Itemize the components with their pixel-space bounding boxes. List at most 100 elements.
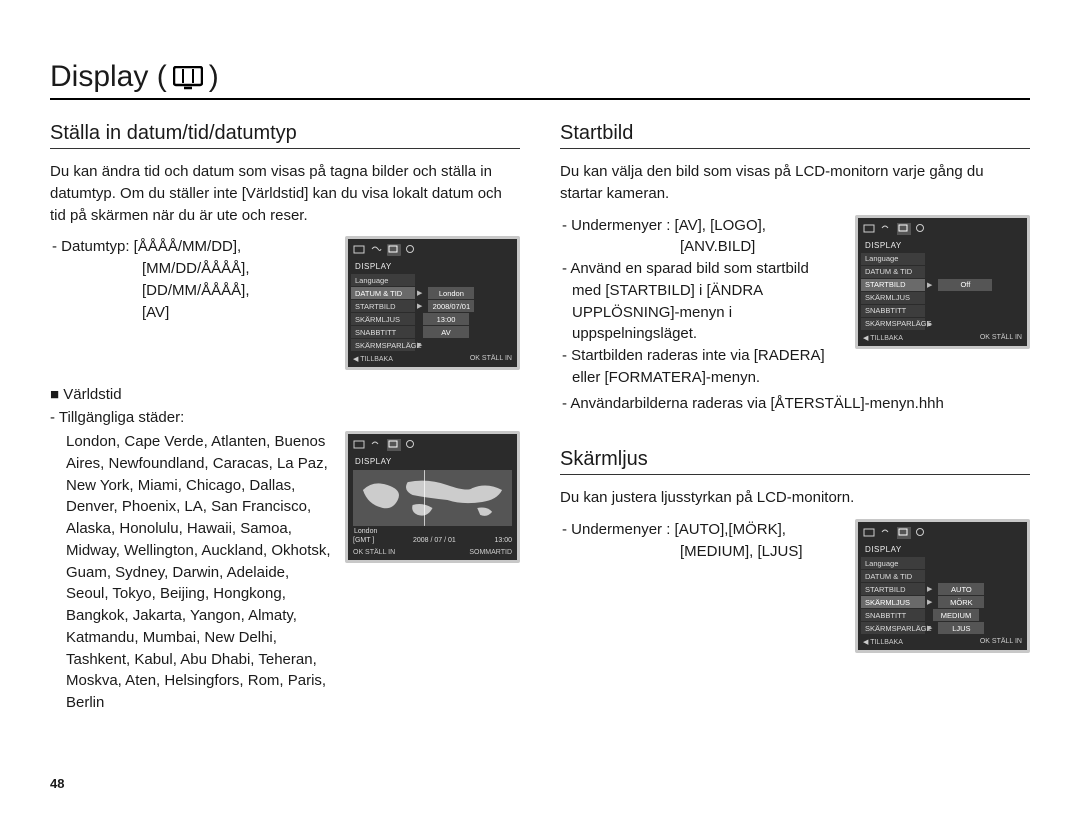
menu-row: DATUM & TID xyxy=(861,266,1024,278)
menu-label: SKÄRMSPARLÄGE xyxy=(351,339,415,351)
menu-label: STARTBILD xyxy=(861,279,925,291)
sk-line: [MEDIUM], [LJUS] xyxy=(560,541,841,563)
datetype-line2: [MM/DD/ÅÅÅÅ], xyxy=(50,258,331,280)
menu-row: SKÄRMSPARLÄGE▶ xyxy=(351,339,514,351)
tab-icon xyxy=(353,244,367,256)
gmt-time: 13:00 xyxy=(494,537,512,544)
skarmljus-desc: Du kan justera ljusstyrkan på LCD-monito… xyxy=(560,487,1030,509)
arrow-icon: ▶ xyxy=(925,598,934,606)
menu-row: Language xyxy=(861,557,1024,569)
lcd-thumbnail-datetime: DISPLAY Language DATUM & TID▶London STAR… xyxy=(345,236,520,370)
gmt-row: [GMT ] 2008 / 07 / 01 13:00 xyxy=(351,535,514,546)
back-label: ◀ TILLBAKA xyxy=(863,638,903,646)
menu-label: SKÄRMLJUS xyxy=(861,292,925,304)
thumb-tabbar xyxy=(861,525,1024,543)
menu-label: SKÄRMLJUS xyxy=(861,596,925,608)
cities-row: London, Cape Verde, Atlanten, Buenos Air… xyxy=(50,431,520,714)
world-time-sub: - Tillgängliga städer: xyxy=(50,407,520,429)
menu-row: SNABBTITT MEDIUM xyxy=(861,609,1024,621)
tab-icon xyxy=(370,439,384,451)
arrow-icon: ▶ xyxy=(415,289,424,297)
menu-value: 2008/07/01 xyxy=(428,300,474,312)
arrow-icon: ▶ xyxy=(925,585,934,593)
thumb-menu-head: DISPLAY xyxy=(351,455,514,468)
tab-icon xyxy=(914,223,928,235)
thumb-menu-head: DISPLAY xyxy=(351,260,514,273)
section-heading-datetime: Ställa in datum/tid/datumtyp xyxy=(50,122,520,149)
menu-value: Off xyxy=(938,279,992,291)
menu-value: London xyxy=(428,287,474,299)
datetype-line3: [DD/MM/ÅÅÅÅ], xyxy=(50,280,331,302)
summer-label: SOMMARTID xyxy=(469,549,512,556)
tab-icon xyxy=(863,527,877,539)
page-title: Display ( ) xyxy=(50,60,1030,100)
datetype-text: - Datumtyp: [ÅÅÅÅ/MM/DD], [MM/DD/ÅÅÅÅ], … xyxy=(50,236,331,323)
menu-label: SNABBTITT xyxy=(351,326,415,338)
world-map-icon xyxy=(353,470,512,526)
tab-icon xyxy=(914,527,928,539)
thumb-footer: ◀ TILLBAKA OK STÄLL IN xyxy=(861,635,1024,647)
menu-row: SKÄRMLJUS 13:00 xyxy=(351,313,514,325)
startbild-desc: Du kan välja den bild som visas på LCD-m… xyxy=(560,161,1030,205)
startbild-row: - Undermenyer : [AV], [LOGO], [ANV.BILD]… xyxy=(560,215,1030,389)
datetype-line1: - Datumtyp: [ÅÅÅÅ/MM/DD], xyxy=(50,236,331,258)
arrow-icon: ▶ xyxy=(925,281,934,289)
menu-label: DATUM & TID xyxy=(351,287,415,299)
ok-label: OK STÄLL IN xyxy=(980,638,1022,646)
tab-icon xyxy=(863,223,877,235)
city-label: London xyxy=(351,528,514,535)
tab-icon xyxy=(387,244,401,256)
title-prefix: Display ( xyxy=(50,60,167,94)
menu-row: STARTBILD▶2008/07/01 xyxy=(351,300,514,312)
thumb-tabbar xyxy=(351,437,514,455)
tab-icon xyxy=(897,223,911,235)
menu-label: SKÄRMSPARLÄGE xyxy=(861,622,925,634)
menu-label: STARTBILD xyxy=(861,583,925,595)
datetime-desc: Du kan ändra tid och datum som visas på … xyxy=(50,161,520,226)
section-heading-skarmljus: Skärmljus xyxy=(560,448,1030,475)
page-number: 48 xyxy=(50,776,64,791)
menu-row: STARTBILD▶AUTO xyxy=(861,583,1024,595)
tab-icon xyxy=(880,527,894,539)
arrow-icon: ▶ xyxy=(415,341,424,349)
thumb-tabbar xyxy=(351,242,514,260)
columns: Ställa in datum/tid/datumtyp Du kan ändr… xyxy=(50,114,1030,714)
menu-row: SKÄRMLJUS xyxy=(861,292,1024,304)
menu-label: Language xyxy=(861,557,925,569)
thumb-footer: OK STÄLL IN SOMMARTID xyxy=(351,546,514,557)
sb-line: - Användarbilderna raderas via [ÅTERSTÄL… xyxy=(560,393,1030,415)
menu-value: AV xyxy=(423,326,469,338)
menu-label: SKÄRMLJUS xyxy=(351,313,415,325)
right-column: Startbild Du kan välja den bild som visa… xyxy=(560,114,1030,714)
cities-list: London, Cape Verde, Atlanten, Buenos Air… xyxy=(50,431,331,714)
ok-label: OK STÄLL IN xyxy=(470,355,512,363)
title-suffix: ) xyxy=(209,60,219,94)
arrow-icon: ▶ xyxy=(925,624,934,632)
menu-row: STARTBILD▶ Off xyxy=(861,279,1024,291)
thumb-footer: ◀ TILLBAKA OK STÄLL IN xyxy=(861,331,1024,343)
menu-label: SKÄRMSPARLÄGE xyxy=(861,318,925,330)
tab-icon xyxy=(897,527,911,539)
menu-row: DATUM & TID▶ London xyxy=(351,287,514,299)
lcd-thumbnail-startbild: DISPLAY Language DATUM & TID STARTBILD▶O… xyxy=(855,215,1030,349)
startbild-text: - Undermenyer : [AV], [LOGO], [ANV.BILD]… xyxy=(560,215,841,389)
tab-icon xyxy=(404,244,418,256)
datetype-line4: [AV] xyxy=(50,302,331,324)
thumb-menu-head: DISPLAY xyxy=(861,543,1024,556)
sb-line: - Undermenyer : [AV], [LOGO], xyxy=(560,215,841,237)
back-label: ◀ TILLBAKA xyxy=(353,355,393,363)
ok-label: OK STÄLL IN xyxy=(353,549,395,556)
gmt-label: [GMT ] xyxy=(353,537,374,544)
menu-label: SNABBTITT xyxy=(861,305,925,317)
menu-row: Language xyxy=(351,274,514,286)
datetype-row: - Datumtyp: [ÅÅÅÅ/MM/DD], [MM/DD/ÅÅÅÅ], … xyxy=(50,236,520,370)
tab-icon xyxy=(880,223,894,235)
menu-label: Language xyxy=(861,253,925,265)
sb-line: - Använd en sparad bild som startbild me… xyxy=(560,258,841,345)
skarmljus-text: - Undermenyer : [AUTO],[MÖRK], [MEDIUM],… xyxy=(560,519,841,563)
sb-line: [ANV.BILD] xyxy=(560,236,841,258)
menu-label: Language xyxy=(351,274,415,286)
ok-label: OK STÄLL IN xyxy=(980,334,1022,342)
lcd-thumbnail-worldmap: DISPLAY London [GMT ] 2008 / 07 / 01 13:… xyxy=(345,431,520,563)
menu-value: MÖRK xyxy=(938,596,984,608)
